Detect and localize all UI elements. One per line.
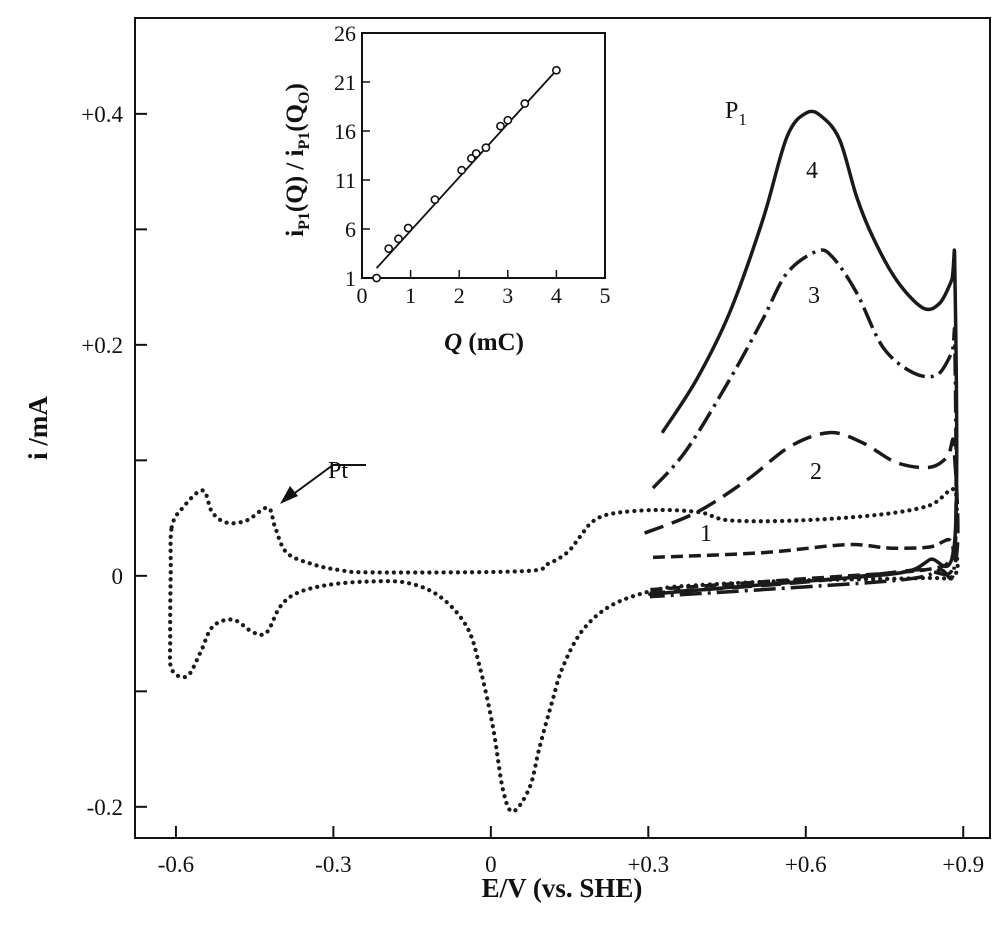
pt-label: Pt xyxy=(328,458,348,484)
inset-x-tick-label: 2 xyxy=(454,283,465,308)
main-series-group xyxy=(167,109,960,814)
y-tick-label: +0.2 xyxy=(81,333,123,358)
inset-y-sub1: P1 xyxy=(296,212,313,230)
p1-label-sub: 1 xyxy=(738,110,747,129)
inset-y-tick-label: 16 xyxy=(334,119,356,144)
inset-data-point xyxy=(457,165,467,175)
pt-arrowhead-icon xyxy=(280,486,298,504)
x-axis-title: E/V (vs. SHE) xyxy=(482,873,643,903)
inset-y-q2: (Q xyxy=(282,104,309,132)
x-tick-label: -0.6 xyxy=(158,852,194,877)
inset-y-sub2: P1 xyxy=(296,132,313,150)
series-pt-curve xyxy=(167,487,960,814)
curve-2-label: 2 xyxy=(810,459,822,485)
x-tick-label: +0.3 xyxy=(627,852,669,877)
inset-data-point xyxy=(552,65,561,75)
inset-x-q: Q xyxy=(444,329,462,356)
p1-label: P1 xyxy=(725,98,747,129)
series-3-curve xyxy=(649,248,958,599)
inset-y-tick-label: 21 xyxy=(334,70,356,95)
inset-x-tick-label: 5 xyxy=(600,283,611,308)
inset-data-point xyxy=(471,149,481,158)
x-tick-label: -0.3 xyxy=(315,852,351,877)
x-tick-label: +0.6 xyxy=(785,852,827,877)
y-tick-label: 0 xyxy=(112,564,124,589)
inset-y-tick-label: 26 xyxy=(334,21,356,46)
inset-y-q2-sub: O xyxy=(296,92,313,104)
y-tick-label: -0.2 xyxy=(87,795,123,820)
inset-data-point xyxy=(430,195,440,204)
inset-y-tick-label: 6 xyxy=(345,217,356,242)
inset-x-tick-label: 3 xyxy=(502,283,513,308)
inset-x-tick-label: 4 xyxy=(551,283,562,308)
inset-x-tick-label: 0 xyxy=(357,283,368,308)
inset-y-i1: i xyxy=(282,230,309,237)
x-tick-label: 0 xyxy=(485,852,497,877)
inset-x-tick-label: 1 xyxy=(405,283,416,308)
inset-x-unit: (mC) xyxy=(462,329,524,356)
main-plot-frame xyxy=(134,17,991,839)
series-4-curve xyxy=(648,109,959,597)
inset-y-tick-label: 11 xyxy=(335,168,356,193)
inset-plot-frame xyxy=(361,32,606,279)
curve-4-label: 4 xyxy=(806,158,818,184)
y-tick-label: +0.4 xyxy=(81,102,123,127)
main-axis-ticks: -0.6 -0.3 0 +0.3 +0.6 +0.9 -0.2 0 +0.2 +0.4 xyxy=(81,102,984,877)
inset-y-q1: (Q) xyxy=(282,176,309,212)
inset-x-axis-title: Q (mC) xyxy=(444,329,524,356)
curve-3-label: 3 xyxy=(808,283,820,309)
inset-y-tick-label: 1 xyxy=(345,266,356,291)
inset-data-point xyxy=(520,99,530,108)
y-axis-title: i /mA xyxy=(23,396,53,460)
inset-data-point xyxy=(481,143,491,153)
inset-data-point xyxy=(384,244,394,253)
pt-arrow xyxy=(287,464,366,499)
x-tick-label: +0.9 xyxy=(942,852,984,877)
inset-data-group xyxy=(372,65,561,283)
p1-label-main: P xyxy=(725,98,738,124)
inset-data-point xyxy=(403,223,413,233)
inset-data-point xyxy=(394,234,403,244)
inset-y-i2: i xyxy=(282,150,309,157)
series-1-curve xyxy=(649,537,955,592)
inset-y-slash: / xyxy=(282,157,309,176)
inset-y-axis-title: iP1(Q) / iP1(QO) xyxy=(282,83,313,237)
inset-y-close: ) xyxy=(282,83,309,91)
inset-data-point xyxy=(372,273,381,283)
inset-data-point xyxy=(496,121,505,131)
inset-data-point xyxy=(503,115,513,125)
curve-1-label: 1 xyxy=(700,521,712,547)
